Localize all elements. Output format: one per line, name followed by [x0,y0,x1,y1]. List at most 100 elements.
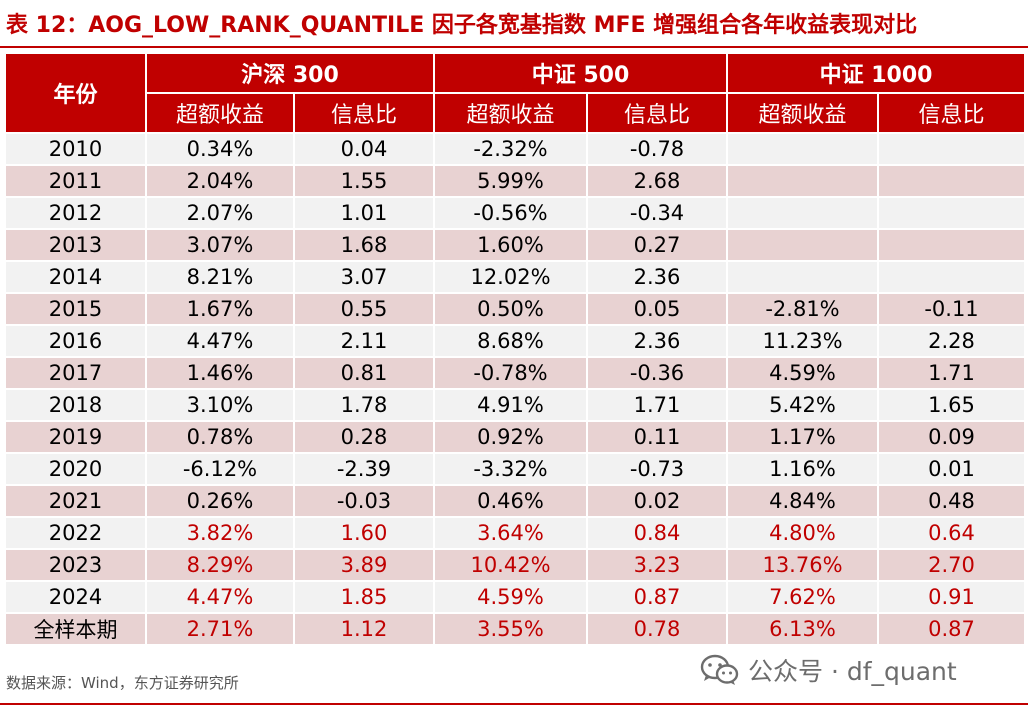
info-ratio-cell: 3.23 [586,548,728,582]
info-ratio-cell: 1.71 [586,388,728,422]
info-ratio-cell [876,260,1027,294]
excess-return-cell: 4.59% [726,356,879,390]
table-row: 2019 0.78% 0.28 0.92% 0.11 1.17% 0.09 [4,420,1027,454]
year-cell: 全样本期 [4,612,147,646]
table-row: 全样本期 2.71% 1.12 3.55% 0.78 6.13% 0.87 [4,612,1027,646]
info-ratio-cell: 2.68 [586,164,728,198]
year-cell: 2015 [4,292,147,326]
info-ratio-cell: 1.55 [293,164,435,198]
info-ratio-cell: -2.39 [293,452,435,486]
group-header-zz500: 中证 500 [433,52,728,94]
table-row: 2022 3.82% 1.60 3.64% 0.84 4.80% 0.64 [4,516,1027,550]
excess-return-cell: 6.13% [726,612,879,646]
watermark: 公众号 · df_quant [700,652,957,688]
excess-return-cell: -6.12% [145,452,295,486]
info-ratio-cell: 0.09 [876,420,1027,454]
table-row: 2020 -6.12% -2.39 -3.32% -0.73 1.16% 0.01 [4,452,1027,486]
info-ratio-cell: 1.71 [876,356,1027,390]
excess-return-cell: 5.99% [433,164,588,198]
excess-return-cell: 3.82% [145,516,295,550]
info-ratio-cell: 0.05 [586,292,728,326]
info-ratio-cell [876,164,1027,198]
returns-table: 年份 沪深 300 中证 500 中证 1000 超额收益 信息比 超额收益 信… [4,52,1027,646]
excess-return-cell: 4.80% [726,516,879,550]
info-ratio-cell: 2.70 [876,548,1027,582]
info-ratio-cell: 0.91 [876,580,1027,614]
sub-header-excess-return: 超额收益 [433,92,588,134]
info-ratio-cell: 0.78 [586,612,728,646]
info-ratio-cell: -0.36 [586,356,728,390]
excess-return-cell: 3.55% [433,612,588,646]
sub-header-excess-return: 超额收益 [726,92,879,134]
excess-return-cell: -0.78% [433,356,588,390]
caption-rule [0,46,1028,48]
excess-return-cell: 0.50% [433,292,588,326]
excess-return-cell [726,228,879,262]
year-cell: 2019 [4,420,147,454]
year-cell: 2012 [4,196,147,230]
excess-return-cell: 0.78% [145,420,295,454]
table-row: 2011 2.04% 1.55 5.99% 2.68 [4,164,1027,198]
table-row: 2012 2.07% 1.01 -0.56% -0.34 [4,196,1027,230]
year-cell: 2022 [4,516,147,550]
info-ratio-cell: 0.81 [293,356,435,390]
year-cell: 2023 [4,548,147,582]
sub-header-info-ratio: 信息比 [586,92,728,134]
excess-return-cell: -0.56% [433,196,588,230]
year-cell: 2013 [4,228,147,262]
table-row: 2010 0.34% 0.04 -2.32% -0.78 [4,132,1027,166]
table-row: 2017 1.46% 0.81 -0.78% -0.36 4.59% 1.71 [4,356,1027,390]
excess-return-cell: 4.59% [433,580,588,614]
info-ratio-cell: -0.78 [586,132,728,166]
excess-return-cell: -2.81% [726,292,879,326]
table-row: 2014 8.21% 3.07 12.02% 2.36 [4,260,1027,294]
table-row: 2024 4.47% 1.85 4.59% 0.87 7.62% 0.91 [4,580,1027,614]
info-ratio-cell: 1.68 [293,228,435,262]
excess-return-cell: 1.60% [433,228,588,262]
info-ratio-cell: 0.48 [876,484,1027,518]
year-cell: 2011 [4,164,147,198]
table-body: 2010 0.34% 0.04 -2.32% -0.78 2011 2.04% 1.55 5.9… [4,132,1027,646]
excess-return-cell: 2.71% [145,612,295,646]
info-ratio-cell: 3.07 [293,260,435,294]
excess-return-cell: 4.84% [726,484,879,518]
info-ratio-cell: 0.28 [293,420,435,454]
year-cell: 2010 [4,132,147,166]
info-ratio-cell [876,196,1027,230]
year-cell: 2016 [4,324,147,358]
year-cell: 2020 [4,452,147,486]
excess-return-cell: 0.34% [145,132,295,166]
excess-return-cell: 4.91% [433,388,588,422]
table-row: 2015 1.67% 0.55 0.50% 0.05 -2.81% -0.11 [4,292,1027,326]
sub-header-info-ratio: 信息比 [293,92,435,134]
info-ratio-cell: 1.12 [293,612,435,646]
excess-return-cell [726,132,879,166]
excess-return-cell: 8.29% [145,548,295,582]
info-ratio-cell: 0.11 [586,420,728,454]
info-ratio-cell: 2.28 [876,324,1027,358]
excess-return-cell: -2.32% [433,132,588,166]
excess-return-cell: 4.47% [145,324,295,358]
excess-return-cell: 8.21% [145,260,295,294]
year-cell: 2018 [4,388,147,422]
excess-return-cell: 0.26% [145,484,295,518]
excess-return-cell: 1.16% [726,452,879,486]
excess-return-cell: 5.42% [726,388,879,422]
excess-return-cell [726,196,879,230]
excess-return-cell: 7.62% [726,580,879,614]
footer-rule [0,703,1028,705]
info-ratio-cell: -0.34 [586,196,728,230]
excess-return-cell: 4.47% [145,580,295,614]
excess-return-cell: 1.67% [145,292,295,326]
info-ratio-cell: 0.64 [876,516,1027,550]
excess-return-cell: 11.23% [726,324,879,358]
year-cell: 2017 [4,356,147,390]
excess-return-cell [726,164,879,198]
excess-return-cell: 0.92% [433,420,588,454]
year-cell: 2014 [4,260,147,294]
info-ratio-cell: 1.65 [876,388,1027,422]
info-ratio-cell: 2.36 [586,324,728,358]
group-header-hs300: 沪深 300 [145,52,435,94]
excess-return-cell: 1.17% [726,420,879,454]
excess-return-cell: 3.64% [433,516,588,550]
